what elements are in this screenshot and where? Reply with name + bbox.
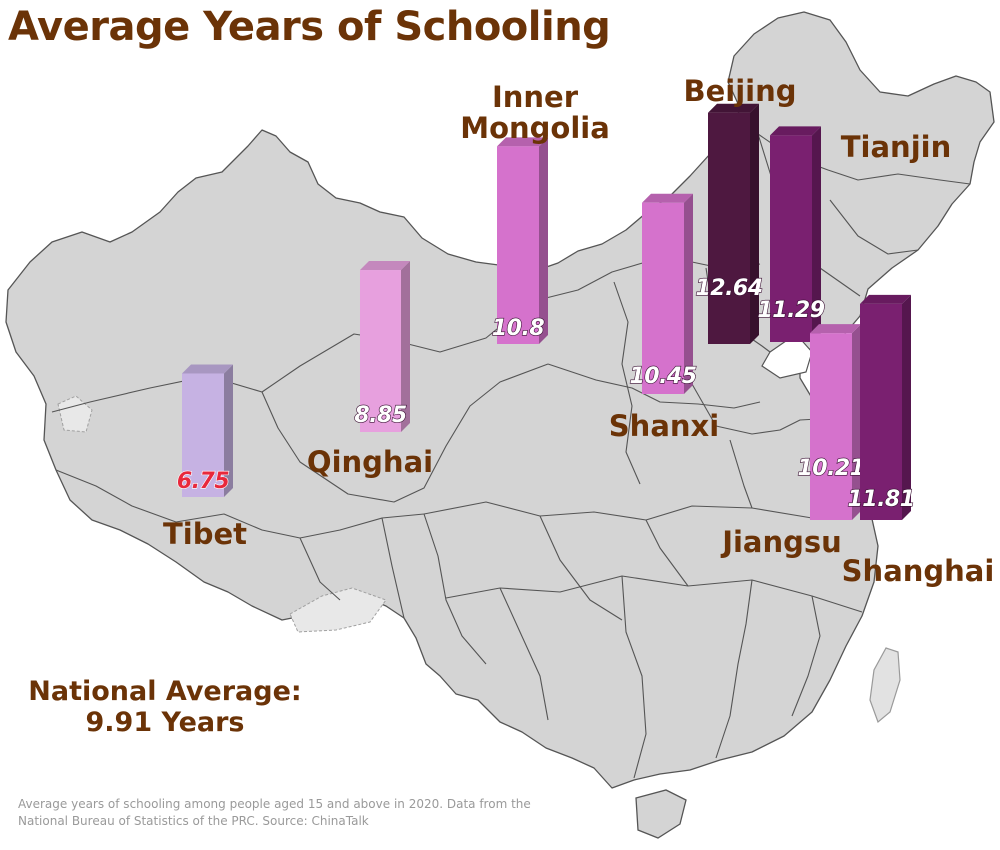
bar-tibet: 6.75 <box>176 364 233 497</box>
bar-tianjin-side <box>812 126 821 342</box>
source-footnote: Average years of schooling among people … <box>18 797 531 828</box>
category-label-inner-mongolia-1: Inner <box>492 80 579 114</box>
bar-inner-mongolia: 10.8 <box>491 137 548 344</box>
national-average-value: 9.91 Years <box>85 707 245 738</box>
bar-beijing-side <box>750 103 759 344</box>
bar-jiangsu-side <box>852 324 861 520</box>
category-label-shanghai: Shanghai <box>842 554 995 588</box>
category-label-shanxi: Shanxi <box>609 409 719 443</box>
bar-beijing-face <box>708 112 750 344</box>
bar-inner-mongolia-side <box>539 137 548 344</box>
bar-shanxi: 10.45 <box>629 193 698 394</box>
bar-shanghai: 11.81 <box>847 294 916 520</box>
bar-beijing-top <box>708 103 759 113</box>
disputed-south-shape <box>289 587 387 633</box>
value-label-shanghai: 11.81 <box>847 487 914 512</box>
bar-qinghai-side <box>401 261 410 432</box>
category-label-tianjin: Tianjin <box>841 130 951 164</box>
bar-qinghai-face <box>360 270 401 432</box>
bar-inner-mongolia-face <box>497 146 539 344</box>
bar-tianjin-face <box>770 135 812 342</box>
category-label-jiangsu: Jiangsu <box>720 525 842 559</box>
bar-tianjin-top <box>770 126 821 136</box>
category-label-qinghai: Qinghai <box>307 445 433 479</box>
national-average-annotation: National Average: 9.91 Years <box>20 676 310 738</box>
bar-shanxi-top <box>642 193 693 203</box>
bar-jiangsu-top <box>810 324 861 334</box>
national-average-label: National Average: <box>28 676 302 707</box>
value-label-tianjin: 11.29 <box>757 298 824 323</box>
bar-tibet-side <box>224 364 233 497</box>
category-label-beijing: Beijing <box>684 74 797 108</box>
category-label-inner-mongolia-2: Mongolia <box>460 111 610 145</box>
value-label-shanxi: 10.45 <box>629 364 696 389</box>
value-label-jiangsu: 10.21 <box>797 456 864 481</box>
bar-shanxi-side <box>684 193 693 394</box>
disputed-west-shape <box>57 395 93 433</box>
bar-qinghai: 8.85 <box>354 261 410 432</box>
bar-jiangsu-face <box>810 333 852 520</box>
bar-inner-mongolia-top <box>497 137 548 147</box>
taiwan-shape <box>869 647 901 724</box>
bar-tibet-face <box>182 373 224 497</box>
value-label-tibet: 6.75 <box>177 469 229 494</box>
chart-title: Average Years of Schooling <box>8 4 611 50</box>
value-label-qinghai: 8.85 <box>354 403 406 428</box>
bar-shanghai-face <box>860 303 902 520</box>
value-label-beijing: 12.64 <box>695 276 762 301</box>
bar-jiangsu: 10.21 <box>797 324 866 520</box>
bar-tibet-top <box>182 364 233 374</box>
bar-qinghai-top <box>360 261 410 271</box>
category-label-tibet: Tibet <box>163 517 247 551</box>
bar-shanghai-side <box>902 294 911 520</box>
bar-shanxi-face <box>642 202 684 394</box>
bar-shanghai-top <box>860 294 911 304</box>
bar-tianjin: 11.29 <box>757 126 826 342</box>
value-label-inner-mongolia: 10.8 <box>492 316 544 341</box>
hainan-shape <box>635 789 687 839</box>
bar-beijing: 12.64 <box>695 103 764 344</box>
